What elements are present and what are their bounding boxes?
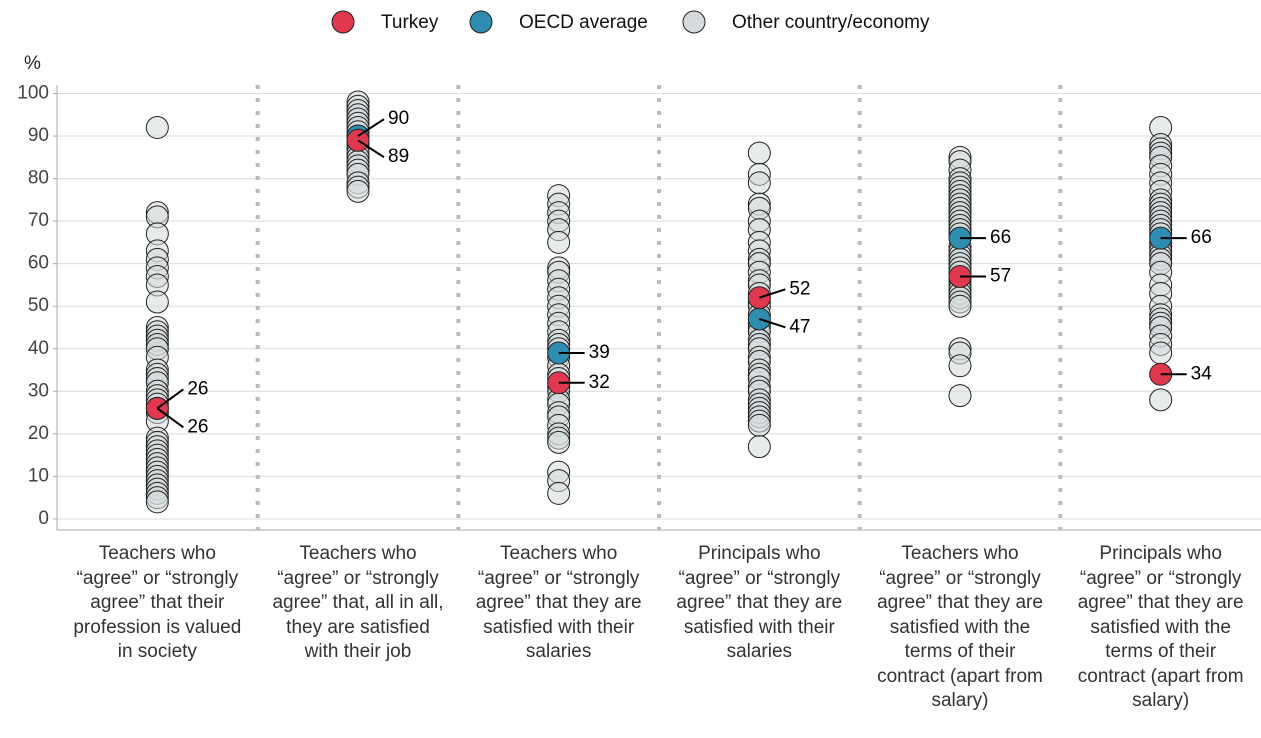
- x-tick-label: Teachers who “agree” or “strongly agree”…: [73, 543, 242, 662]
- leader-line: [156, 388, 184, 410]
- legend-marker: [331, 10, 355, 34]
- y-tick-label: 10: [28, 465, 49, 486]
- data-label: 66: [990, 227, 1011, 248]
- data-label: 52: [789, 278, 810, 299]
- y-axis-label: %: [24, 53, 41, 74]
- chart: % 0 10 20 30 40 50 60 70 80 90 100 Turkey OECD avera…: [17, 10, 1261, 531]
- other-point: [547, 230, 571, 254]
- data-label: 26: [187, 378, 208, 399]
- y-tick-label: 50: [28, 295, 49, 316]
- other-point: [747, 141, 771, 165]
- legend-label: Other country/economy: [732, 12, 930, 33]
- x-tick-label: Teachers who “agree” or “strongly agree”…: [272, 543, 444, 662]
- x-tick-label: Teachers who “agree” or “strongly agree”…: [475, 543, 642, 662]
- other-point: [948, 294, 972, 318]
- y-tick-label: 30: [28, 380, 49, 401]
- leader-line: [357, 139, 385, 159]
- leader-line: [357, 118, 385, 137]
- x-tick-label: Teachers who “agree” or “strongly agree”…: [877, 543, 1043, 711]
- data-label: 32: [589, 372, 610, 393]
- x-tick-label: Principals who “agree” or “strongly agre…: [676, 543, 843, 662]
- y-tick-label: 80: [28, 168, 49, 189]
- leader-line: [759, 318, 786, 329]
- legend-label: OECD average: [519, 12, 648, 33]
- y-tick-label: 100: [17, 83, 49, 104]
- data-label: 89: [388, 146, 409, 167]
- data-label: 39: [589, 342, 610, 363]
- y-tick-label: 70: [28, 210, 49, 231]
- other-point: [145, 490, 169, 514]
- data-label: 90: [388, 108, 409, 129]
- other-point: [1149, 341, 1173, 365]
- legend-label: Turkey: [381, 12, 439, 33]
- y-tick-label: 60: [28, 253, 49, 274]
- legend-marker: [682, 10, 706, 34]
- other-point: [747, 413, 771, 437]
- other-point: [1149, 388, 1173, 412]
- other-point: [948, 384, 972, 408]
- other-point: [547, 481, 571, 505]
- data-label: 57: [990, 265, 1011, 286]
- data-label: 34: [1191, 363, 1213, 384]
- other-point: [948, 354, 972, 378]
- other-point: [547, 430, 571, 454]
- other-point: [747, 171, 771, 195]
- data-label: 66: [1191, 227, 1212, 248]
- other-point: [346, 179, 370, 203]
- y-tick-label: 20: [28, 423, 49, 444]
- leader-line: [156, 407, 184, 429]
- other-point: [747, 435, 771, 459]
- y-tick-label: 40: [28, 338, 49, 359]
- other-point: [145, 116, 169, 140]
- leader-line: [759, 288, 786, 299]
- data-label: 47: [789, 316, 810, 337]
- legend-marker: [469, 10, 493, 34]
- x-tick-label: Principals who “agree” or “strongly agre…: [1077, 543, 1244, 711]
- y-tick-label: 90: [28, 125, 49, 146]
- y-tick-label: 0: [38, 508, 49, 529]
- data-label: 26: [187, 416, 208, 437]
- other-point: [145, 290, 169, 314]
